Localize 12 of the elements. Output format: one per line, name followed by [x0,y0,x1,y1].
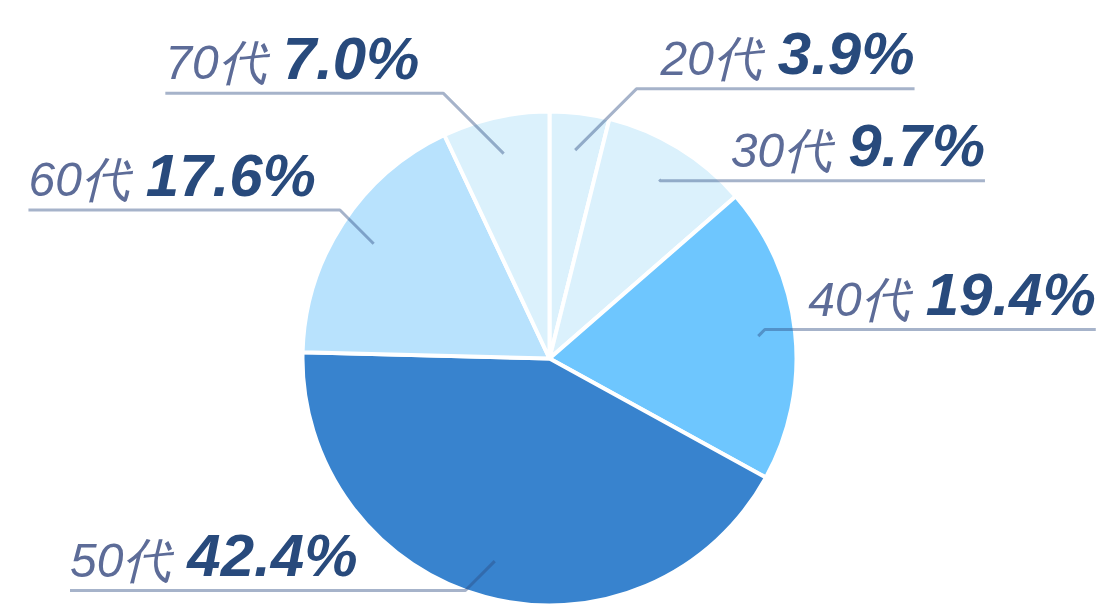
slice-label: 50代 [69,533,176,587]
data-label: 42.4% [186,522,358,590]
slice-label: 30代 [730,123,837,177]
data-label: 9.7% [848,112,985,180]
slice-label: 40代 [808,272,914,326]
data-label: 3.9% [777,20,915,88]
data-label: 7.0% [282,24,420,92]
slice-label: 70代 [165,36,271,90]
data-label: 17.6% [145,141,316,209]
slice-label: 20代 [659,31,766,85]
slice-label: 60代 [28,153,134,207]
data-label: 19.4% [925,261,1096,329]
